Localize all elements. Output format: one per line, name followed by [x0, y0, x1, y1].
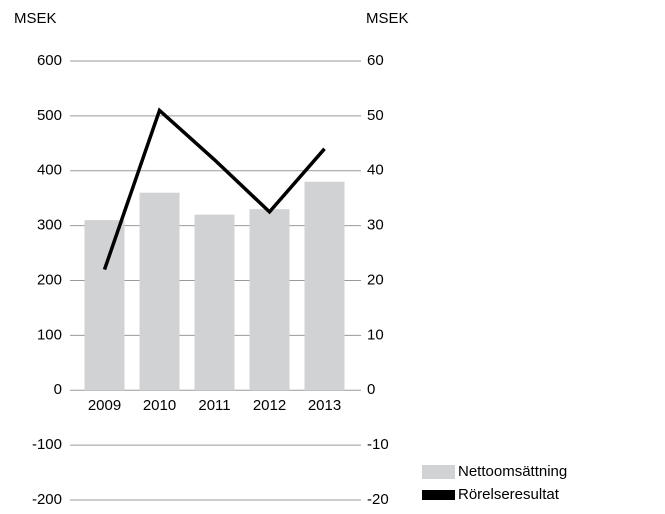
y2-tick-label: -10: [367, 436, 389, 453]
y2-tick-label: 20: [367, 271, 384, 288]
bar: [304, 181, 345, 391]
y2-tick-label: 0: [367, 381, 375, 398]
y-tick-label: 200: [37, 271, 62, 288]
y2-tick-label: 40: [367, 162, 384, 179]
y-tick-label: 400: [37, 162, 62, 179]
legend-label: Nettoomsättning: [458, 463, 567, 480]
x-tick-label: 2009: [88, 397, 121, 414]
y-tick-label: 0: [54, 381, 62, 398]
bar: [139, 192, 180, 391]
y-tick-label: 500: [37, 107, 62, 124]
y2-axis-label: MSEK: [366, 10, 409, 27]
y-tick-label: 100: [37, 326, 62, 343]
y2-tick-label: 30: [367, 217, 384, 234]
y-tick-label: 600: [37, 52, 62, 69]
y-tick-label: -200: [32, 491, 62, 508]
y2-tick-label: -20: [367, 491, 389, 508]
bar: [194, 214, 235, 391]
line: [102, 107, 326, 271]
legend-swatch: [422, 465, 455, 479]
x-tick-label: 2013: [308, 397, 341, 414]
x-tick-label: 2010: [143, 397, 176, 414]
y-tick-label: 300: [37, 217, 62, 234]
x-tick-label: 2012: [253, 397, 286, 414]
y2-tick-label: 50: [367, 107, 384, 124]
x-tick-label: 2011: [198, 397, 230, 414]
y2-tick-label: 60: [367, 52, 384, 69]
y-axis-label: MSEK: [14, 10, 57, 27]
legend-swatch: [422, 490, 455, 500]
y-tick-label: -100: [32, 436, 62, 453]
bar: [84, 220, 125, 391]
y2-tick-label: 10: [367, 326, 384, 343]
legend-label: Rörelseresultat: [458, 486, 560, 503]
bar: [249, 209, 290, 391]
